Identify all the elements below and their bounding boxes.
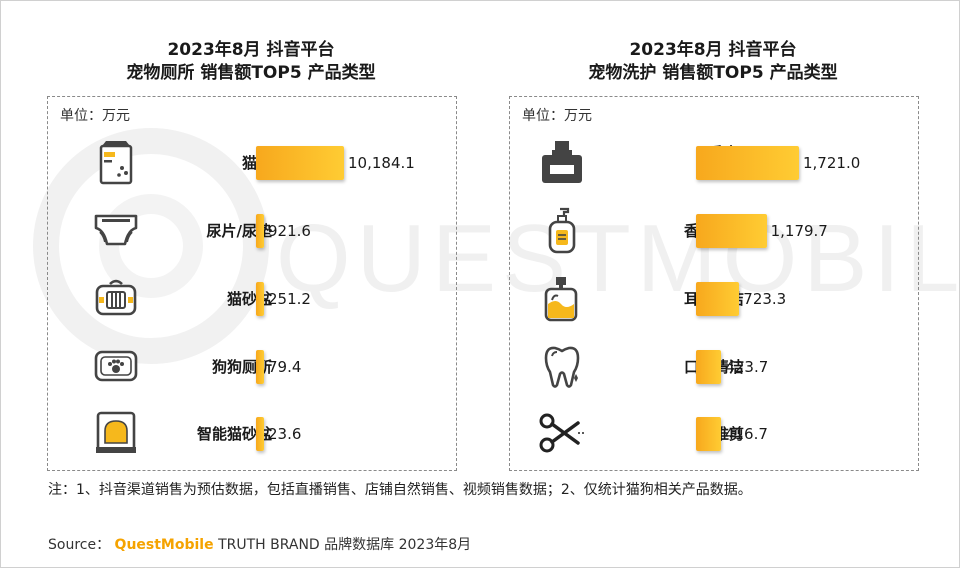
smart-litter-box-icon bbox=[92, 409, 140, 457]
bar-row: 口腔清洁423.7 bbox=[510, 337, 918, 397]
bar bbox=[696, 350, 722, 384]
right-unit-label: 单位：万元 bbox=[522, 108, 592, 124]
category-label: 猫砂盆 bbox=[226, 290, 272, 308]
bar bbox=[696, 282, 740, 316]
diaper-icon bbox=[92, 206, 140, 254]
right-chart-title: 2023年8月 抖音平台 宠物洗护 销售额TOP5 产品类型 bbox=[503, 39, 923, 85]
cat-litter-bag-icon bbox=[92, 138, 140, 186]
tooth-icon bbox=[538, 342, 586, 390]
bar bbox=[256, 146, 344, 180]
bar bbox=[256, 417, 264, 451]
value-label: 1,721.0 bbox=[803, 154, 861, 172]
value-label: 723.3 bbox=[743, 290, 787, 308]
bar-row: 猫砂10,184.1 bbox=[48, 133, 456, 193]
bar-row: 狗狗厕所 79.4 bbox=[48, 337, 456, 397]
shampoo-bottle-icon bbox=[538, 206, 586, 254]
perfume-bottle-icon bbox=[538, 138, 586, 186]
value-label: 10,184.1 bbox=[348, 154, 415, 172]
value-label: 423.7 bbox=[725, 358, 769, 376]
bar-row: 电推剪 416.7 bbox=[510, 404, 918, 464]
value-label: 1,179.7 bbox=[770, 222, 828, 240]
source-brand: QuestMobile bbox=[114, 537, 214, 553]
pet-carrier-icon bbox=[92, 274, 140, 322]
bar bbox=[256, 214, 264, 248]
watermark-logo-core bbox=[99, 194, 203, 298]
value-label: 23.6 bbox=[268, 425, 302, 443]
bar-row: 香水/除味剂1,721.0 bbox=[510, 133, 918, 193]
ear-cleaner-bottle-icon bbox=[538, 274, 586, 322]
left-unit-label: 单位：万元 bbox=[60, 108, 130, 124]
category-label: 尿片/尿垫 bbox=[206, 222, 272, 240]
category-label: 智能猫砂盆 bbox=[196, 425, 272, 443]
bar bbox=[696, 146, 799, 180]
bar-row: 香波浴液1,179.7 bbox=[510, 201, 918, 261]
source-prefix: Source： bbox=[48, 537, 111, 553]
right-chart-title-line2: 宠物洗护 销售额TOP5 产品类型 bbox=[588, 63, 838, 83]
left-chart-title-line1: 2023年8月 抖音平台 bbox=[167, 40, 335, 60]
scissors-icon bbox=[538, 409, 586, 457]
bar bbox=[256, 282, 264, 316]
bar-row: 猫砂盆 251.2 bbox=[48, 269, 456, 329]
source-line: Source： QuestMobile TRUTH BRAND 品牌数据库 20… bbox=[48, 534, 471, 554]
dog-toilet-icon bbox=[92, 342, 140, 390]
bar-row: 耳部清洁723.3 bbox=[510, 269, 918, 329]
value-label: 416.7 bbox=[724, 425, 768, 443]
source-rest: TRUTH BRAND 品牌数据库 2023年8月 bbox=[218, 537, 472, 553]
value-label: 251.2 bbox=[268, 290, 311, 308]
right-chart-title-line1: 2023年8月 抖音平台 bbox=[629, 40, 797, 60]
right-chart-panel: 单位：万元 香水/除味剂1,721.0 香波浴液1,179.7 耳部清洁723.3 口… bbox=[509, 96, 919, 471]
footnote: 注：1、抖音渠道销售为预估数据，包括直播销售、店铺自然销售、视频销售数据；2、仅… bbox=[48, 482, 752, 498]
bar bbox=[696, 214, 767, 248]
bar-row: 智能猫砂盆 23.6 bbox=[48, 404, 456, 464]
value-label: 79.4 bbox=[268, 358, 302, 376]
value-label: 921.6 bbox=[268, 222, 311, 240]
bar-row: 尿片/尿垫 921.6 bbox=[48, 201, 456, 261]
bar bbox=[696, 417, 721, 451]
left-chart-title: 2023年8月 抖音平台 宠物厕所 销售额TOP5 产品类型 bbox=[41, 39, 461, 85]
bar bbox=[256, 350, 264, 384]
left-chart-title-line2: 宠物厕所 销售额TOP5 产品类型 bbox=[126, 63, 376, 83]
watermark-text: QUESTMOBILE bbox=[276, 205, 959, 312]
